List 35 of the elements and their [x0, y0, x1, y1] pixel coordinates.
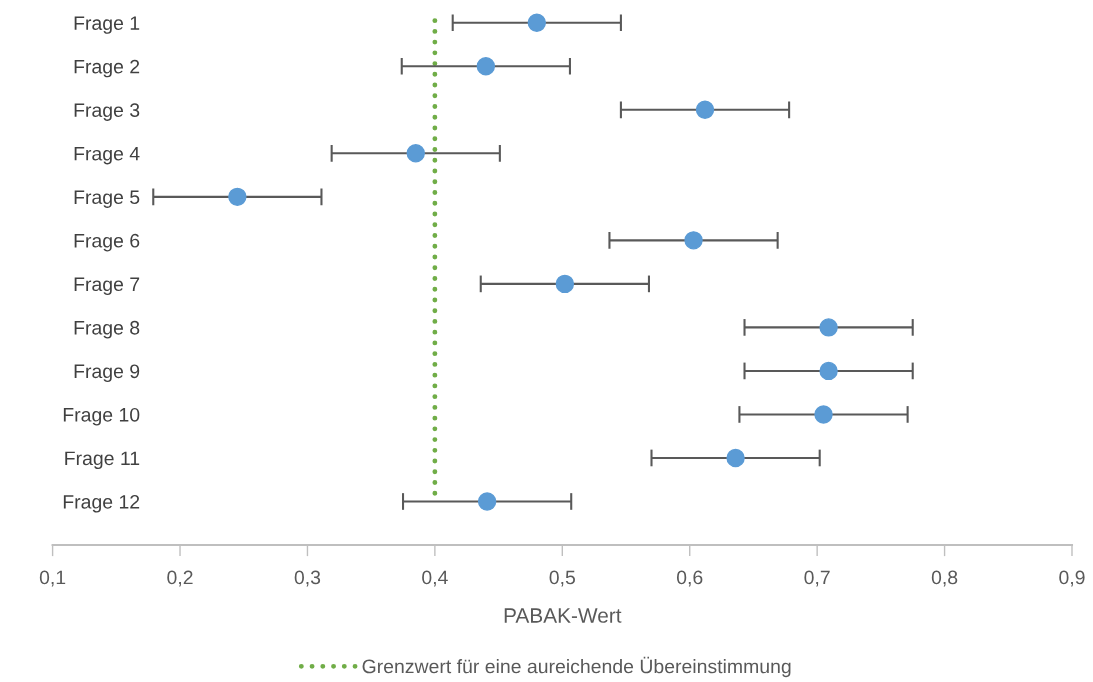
- point: [228, 187, 247, 207]
- x-tick-label: 0,5: [549, 570, 575, 587]
- x-tick-label: 0,3: [294, 570, 321, 587]
- x-tick-label: 0,6: [676, 570, 703, 587]
- point: [476, 57, 496, 76]
- x-tick-label: 0,8: [931, 570, 958, 587]
- point: [819, 318, 838, 337]
- point: [406, 144, 425, 163]
- y-tick-label: Frage 12: [63, 494, 140, 513]
- y-tick-label: Frage 10: [63, 407, 140, 426]
- point: [684, 231, 703, 250]
- x-tick-label: 0,4: [422, 570, 448, 587]
- x-tick-label: 0,1: [39, 570, 66, 587]
- y-tick-label: Frage 2: [74, 59, 140, 78]
- point: [555, 274, 575, 294]
- y-tick-label: Frage 11: [65, 451, 140, 470]
- x-axis-title: PABAK-Wert: [504, 608, 622, 623]
- legend-label: Grenzwert für eine aureichende Übereinstimmung: [362, 656, 791, 678]
- y-tick-label: Frage 8: [74, 320, 140, 339]
- point: [814, 405, 833, 424]
- y-tick-label: Frage 1: [74, 16, 140, 34]
- y-tick-label: Frage 5: [74, 190, 140, 208]
- x-tick-label: 0,9: [1059, 570, 1085, 587]
- y-tick-label: Frage 3: [74, 103, 140, 121]
- y-tick-label: Frage 7: [74, 277, 140, 295]
- x-tick-label: 0,2: [167, 570, 193, 587]
- point: [726, 448, 745, 468]
- point: [477, 492, 497, 511]
- point: [527, 13, 547, 32]
- y-tick-label: Frage 6: [74, 233, 140, 252]
- y-tick-label: Frage 4: [74, 146, 140, 165]
- y-tick-label: Frage 9: [74, 364, 140, 382]
- point: [819, 361, 838, 381]
- point: [695, 100, 715, 120]
- x-tick-label: 0,7: [804, 570, 830, 587]
